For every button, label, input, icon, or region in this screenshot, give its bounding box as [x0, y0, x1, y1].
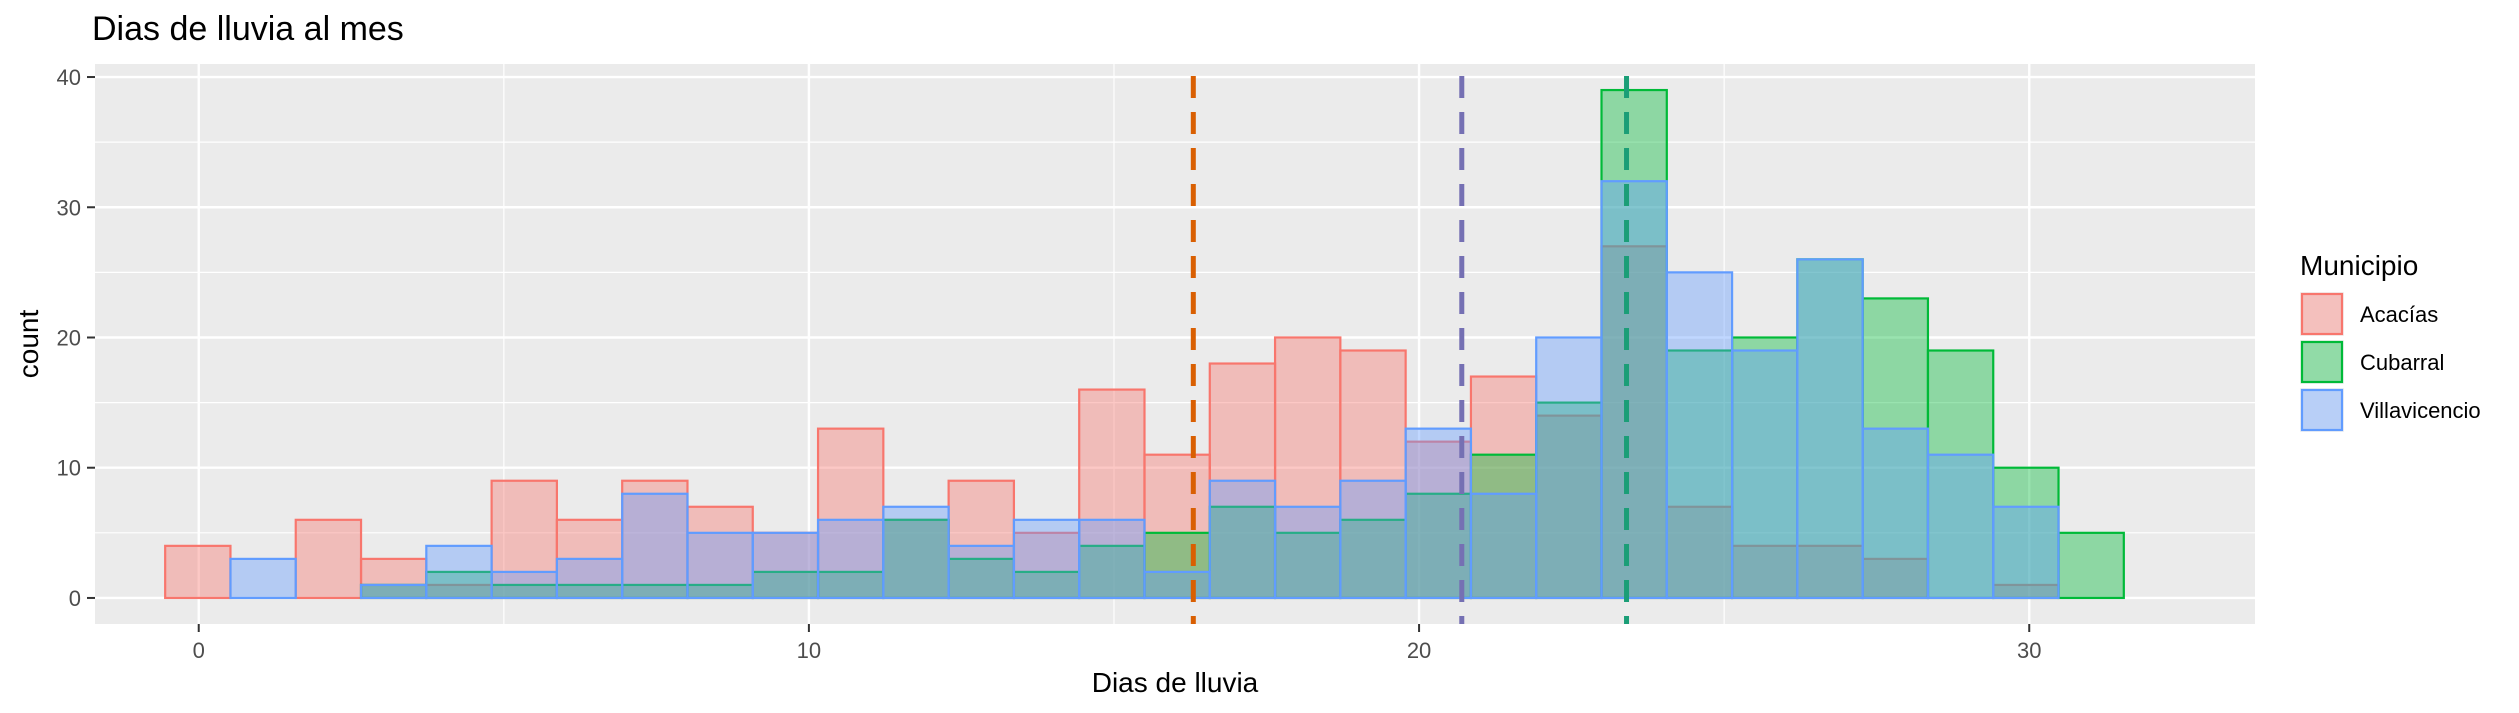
- x-axis-label: Dias de lluvia: [1092, 667, 1259, 698]
- axes: 0 10 20 30 40 0 10 20 30: [57, 65, 2042, 663]
- bar-villavicencio: [490, 570, 558, 600]
- bar-villavicencio: [816, 518, 885, 600]
- bar-villavicencio: [1078, 518, 1146, 600]
- bar-acacias: [164, 544, 232, 600]
- bar-acacias: [1730, 544, 1799, 600]
- bar-acacias: [1273, 336, 1342, 600]
- bar-acacias: [1143, 453, 1211, 600]
- legend-title: Municipio: [2300, 250, 2418, 281]
- legend-key-bg: [2300, 388, 2344, 432]
- bar-villavicencio: [686, 531, 754, 600]
- bar-villavicencio: [1730, 349, 1799, 600]
- histogram-bars: [164, 88, 2125, 600]
- bar-villavicencio: [882, 505, 950, 600]
- bar-villavicencio: [621, 492, 689, 600]
- bar-acacias: [1078, 388, 1146, 600]
- bar-villavicencio: [229, 557, 297, 600]
- bar-cubarral: [1535, 401, 1603, 600]
- x-tick-label: 30: [2017, 638, 2041, 663]
- bar-villavicencio: [359, 583, 428, 600]
- bar-acacias: [359, 557, 428, 600]
- y-axis-label: count: [13, 310, 44, 379]
- legend-key-cubarral: [2300, 340, 2344, 384]
- y-tick-label: 20: [57, 325, 81, 350]
- bar-acacias: [1012, 531, 1081, 600]
- bar-villavicencio: [1143, 570, 1211, 600]
- bar-villavicencio: [1012, 518, 1081, 600]
- bar-cubarral: [1730, 336, 1799, 600]
- bar-villavicencio: [1339, 479, 1407, 600]
- legend-label-cubarral: Cubarral: [2360, 350, 2444, 375]
- bar-villavicencio: [555, 557, 624, 600]
- legend-key-bg: [2300, 340, 2344, 384]
- chart-title: Dias de lluvia al mes: [92, 10, 404, 48]
- legend-key-villavicencio: [2300, 388, 2344, 432]
- bar-acacias: [294, 518, 363, 600]
- y-tick-label: 40: [57, 65, 81, 90]
- x-tick-label: 20: [1407, 638, 1431, 663]
- bar-villavicencio: [1273, 505, 1342, 600]
- grid-lines: [95, 64, 2255, 624]
- bar-acacias: [490, 479, 558, 600]
- legend-key-acacias: [2300, 292, 2344, 336]
- x-tick-label: 0: [193, 638, 205, 663]
- bar-villavicencio: [1861, 427, 1930, 600]
- x-tick-label: 10: [797, 638, 821, 663]
- bar-villavicencio: [1208, 479, 1277, 600]
- y-tick-label: 30: [57, 195, 81, 220]
- bar-villavicencio: [1796, 258, 1864, 600]
- legend: Municipio Acacías Cubarral Villavicencio: [2300, 250, 2481, 432]
- bar-villavicencio: [425, 544, 493, 600]
- bar-villavicencio: [947, 544, 1016, 600]
- bar-cubarral: [1992, 466, 2060, 600]
- legend-key-bg: [2300, 292, 2344, 336]
- y-tick-label: 0: [69, 586, 81, 611]
- bar-villavicencio: [1535, 336, 1603, 600]
- bar-villavicencio: [1469, 492, 1538, 600]
- bar-villavicencio: [1992, 505, 2060, 600]
- bar-villavicencio: [1665, 271, 1734, 600]
- legend-label-villavicencio: Villavicencio: [2360, 398, 2481, 423]
- bar-villavicencio: [751, 531, 820, 600]
- bar-villavicencio: [1600, 180, 1668, 600]
- bar-acacias: [1665, 505, 1734, 600]
- bar-cubarral: [1861, 297, 1930, 600]
- y-tick-label: 10: [57, 456, 81, 481]
- legend-items: Acacías Cubarral Villavicencio: [2300, 292, 2481, 432]
- legend-label-acacias: Acacías: [2360, 302, 2438, 327]
- mean-lines: [1190, 76, 1630, 624]
- bar-villavicencio: [1926, 453, 1995, 600]
- bar-cubarral: [2057, 531, 2125, 600]
- plot-panel: [95, 64, 2255, 624]
